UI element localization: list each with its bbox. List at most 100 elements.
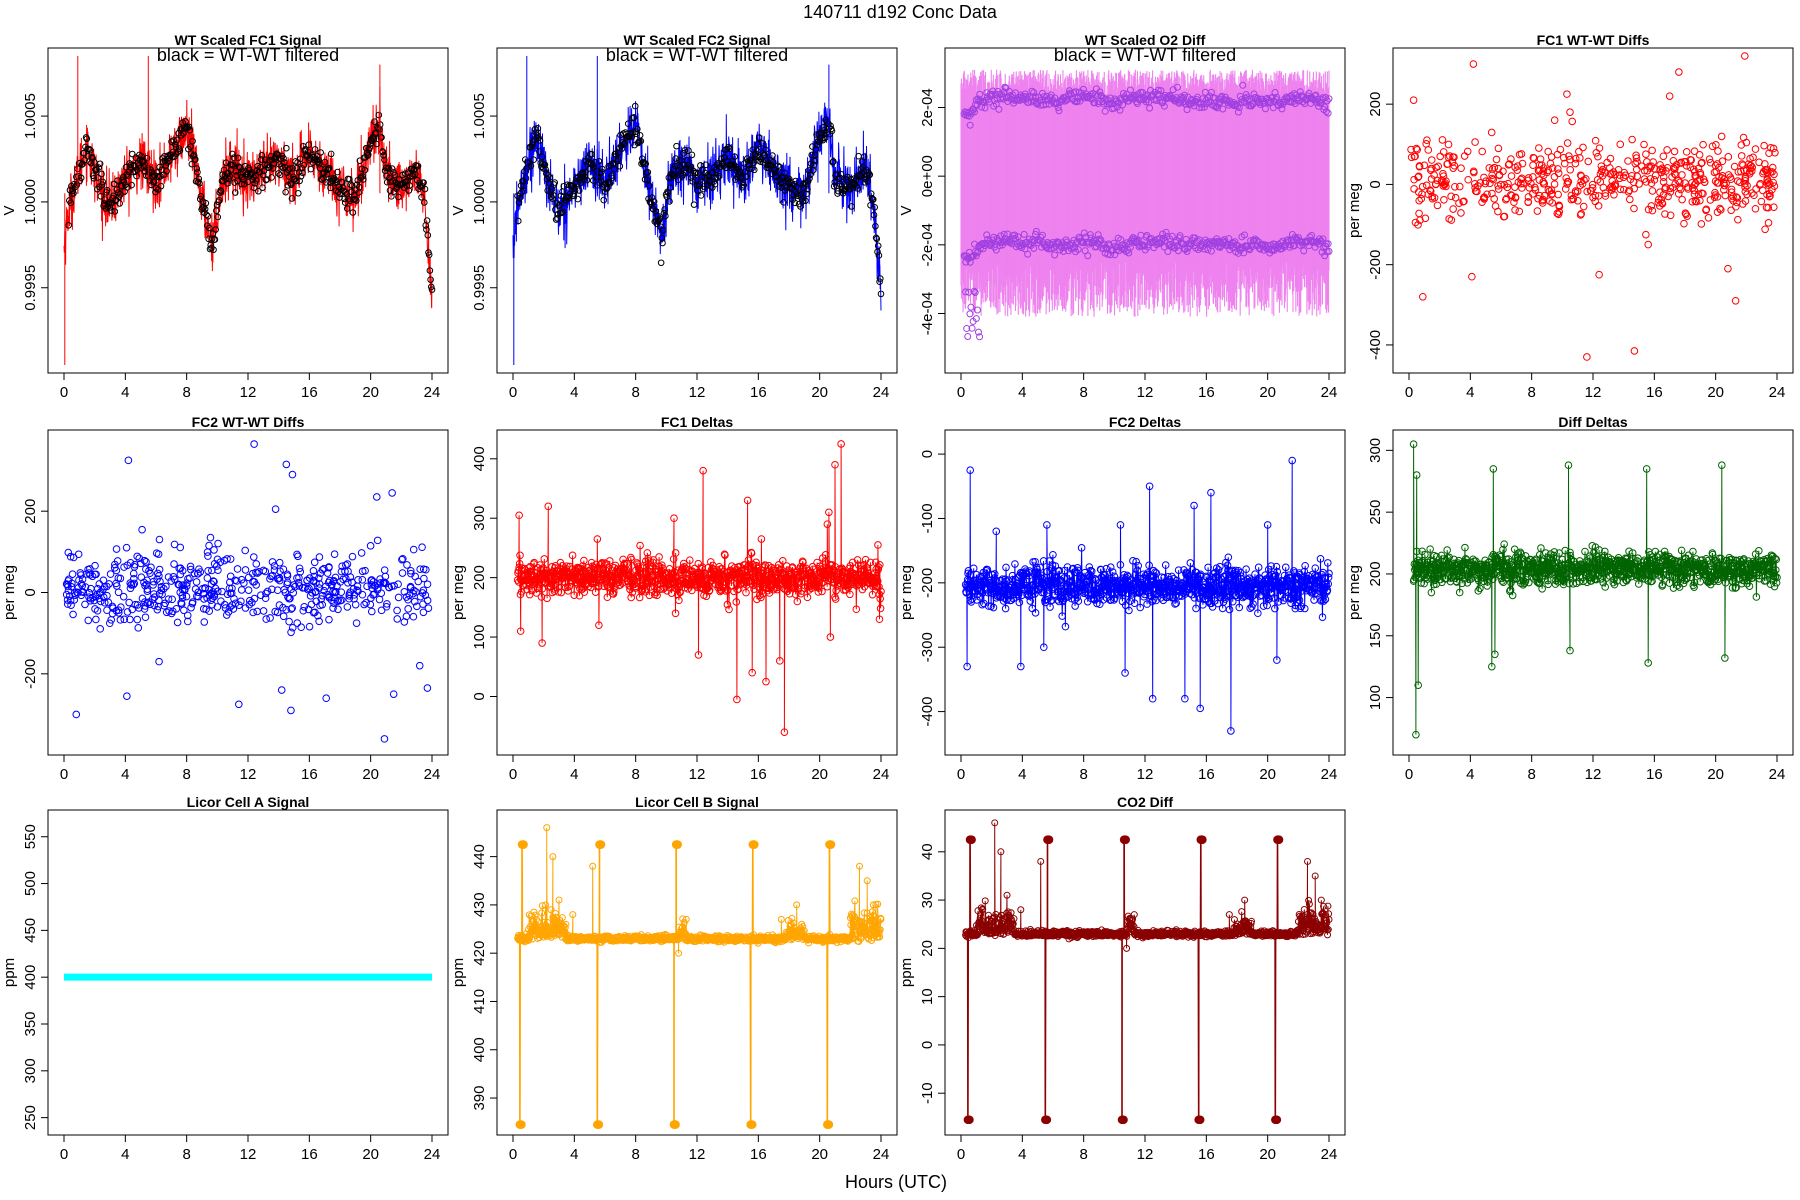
filtered-point	[78, 161, 86, 168]
upper-point	[1006, 92, 1014, 100]
data-point	[1417, 194, 1426, 203]
data-point	[103, 606, 111, 615]
data-point	[167, 609, 176, 618]
data-point	[1749, 153, 1757, 162]
lower-point	[1086, 231, 1094, 239]
data-point	[1704, 213, 1713, 222]
data-point	[74, 583, 83, 592]
data-point	[409, 612, 418, 621]
filtered-point	[698, 173, 706, 180]
outlier-point	[1665, 92, 1674, 100]
panel-note: black = WT-WT filtered	[606, 45, 788, 65]
data-point	[210, 546, 218, 554]
data-point	[701, 571, 709, 579]
data-point	[68, 570, 77, 578]
data-point	[1494, 185, 1503, 193]
filtered-point	[723, 145, 731, 153]
upper-point	[1160, 102, 1168, 110]
data-point	[416, 592, 425, 601]
data-point	[289, 589, 298, 597]
data-point	[1436, 152, 1445, 161]
data-point	[312, 597, 321, 606]
data-point	[635, 568, 644, 577]
data-point	[671, 609, 680, 618]
data-point	[1455, 182, 1464, 191]
data-point	[515, 511, 523, 520]
data-point	[1507, 172, 1516, 180]
data-point	[1659, 191, 1668, 199]
data-point	[1525, 184, 1534, 192]
upper-point	[1000, 88, 1008, 96]
filtered-point	[157, 182, 165, 190]
data-point	[603, 593, 612, 602]
data-point	[262, 615, 271, 623]
data-point	[334, 605, 342, 614]
data-point	[675, 596, 683, 605]
filtered-point	[606, 180, 614, 187]
upper-point	[1146, 104, 1154, 112]
filtered-point	[234, 177, 241, 185]
y-tick-label: 300	[471, 506, 488, 531]
data-point	[203, 594, 211, 602]
data-point	[1721, 191, 1730, 200]
plot-frame	[47, 47, 449, 374]
lower-point	[1193, 237, 1201, 245]
data-point	[1494, 144, 1503, 153]
data-point	[125, 598, 133, 607]
data-point	[220, 556, 229, 565]
data-point	[155, 535, 164, 544]
lower-point	[1161, 236, 1169, 244]
data-point	[1726, 173, 1735, 181]
lower-point	[1126, 243, 1134, 251]
panel-title: FC1 Deltas	[661, 414, 734, 430]
data-point	[666, 580, 675, 589]
data-point	[564, 587, 572, 595]
data-point	[1424, 190, 1433, 199]
lower-point	[976, 333, 984, 341]
lower-point	[1240, 249, 1248, 257]
filtered-point	[163, 167, 170, 175]
x-tick-label: 12	[1137, 384, 1154, 401]
filtered-point	[154, 172, 161, 180]
data-point	[288, 604, 297, 612]
outlier-point	[1644, 240, 1652, 249]
data-point	[1415, 162, 1424, 170]
upper-point	[1254, 94, 1262, 102]
data-point	[411, 572, 419, 581]
data-point	[153, 569, 162, 578]
x-tick-label: 8	[631, 384, 639, 401]
filtered-point	[307, 165, 315, 173]
x-tick-label: 12	[689, 766, 706, 783]
data-point	[580, 556, 588, 565]
panel-note: black = WT-WT filtered	[1054, 45, 1236, 65]
data-point	[85, 589, 94, 597]
x-tick-label: 4	[1018, 384, 1026, 401]
data-point	[192, 578, 201, 586]
filtered-point	[252, 177, 260, 184]
data-point	[762, 677, 770, 686]
data-point	[1574, 196, 1582, 205]
data-point	[162, 582, 170, 591]
data-point	[107, 616, 116, 624]
filtered-point	[552, 216, 560, 223]
data-point	[64, 577, 72, 585]
signal-line	[63, 86, 433, 309]
lower-point	[1324, 240, 1332, 248]
data-point	[178, 581, 186, 589]
filtered-point	[195, 175, 203, 183]
filtered-point	[204, 212, 212, 220]
data-point	[186, 562, 195, 571]
data-point	[257, 591, 265, 599]
data-point	[214, 566, 222, 574]
filtered-point	[214, 213, 222, 221]
x-tick-label: 24	[873, 766, 890, 783]
filtered-point	[599, 165, 606, 173]
data-point	[1770, 203, 1778, 211]
filtered-point	[315, 160, 323, 168]
data-point	[635, 565, 643, 574]
data-point	[252, 568, 260, 577]
data-point	[1678, 195, 1686, 204]
data-point	[233, 565, 242, 573]
data-point	[1448, 158, 1457, 166]
